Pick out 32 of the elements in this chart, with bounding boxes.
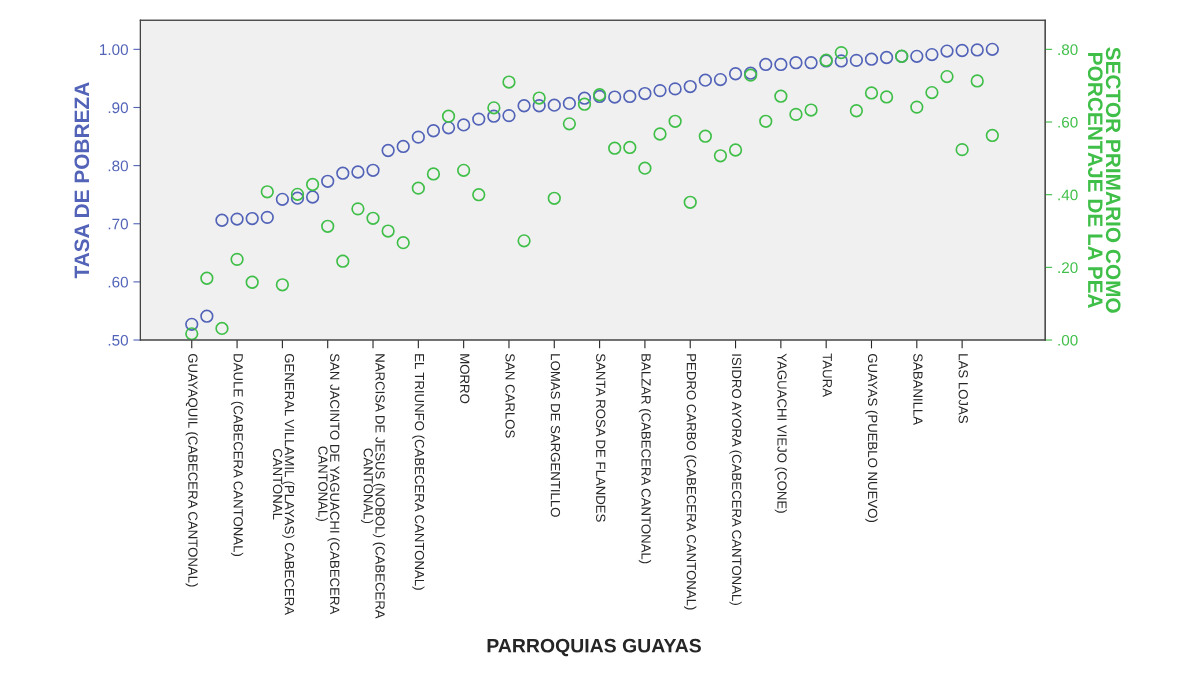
y2-tick-label: .00 [1058,334,1078,346]
y2-tick-label: .80 [1058,44,1078,56]
x-tick-label: SANTA ROSA DE FLANDES [596,353,606,522]
x-axis-title: PARROQUIAS GUAYAS [487,638,701,657]
y2-tick-label: .20 [1058,262,1078,274]
x-tick-label: PEDRO CARBO (CABECERA CANTONAL) [684,354,697,610]
x-tick-label: SAN JACINTO DE YAGUACHI (CABECERA CANTONAL) [315,353,340,615]
x-tick-label: SAN CARLOS [505,353,515,438]
y-tick-label: .70 [108,218,128,230]
x-tick-label: ISIDRO AYORA (CABECERA CANTONAL) [729,354,742,605]
x-tick-label: EL TRIUNFO (CABECERA CANTONAL) [412,354,425,590]
y2-tick-label: .60 [1058,116,1078,128]
x-tick-label: GUAYAS (PUEBLO NUEVO) [865,353,878,523]
y-tick-label: .90 [108,102,128,114]
x-tick-label: GUAYAQUIL (CABECERA CANTONAL) [185,353,198,587]
x-tick-label: MORRO [460,354,470,404]
y2-axis-title: SECTOR PRIMARIO COMO PORCENTAJE DE LA PEA [1087,47,1121,313]
x-tick-label: LOMAS DE SARGENTILLO [550,354,561,517]
y-tick-label: .80 [108,160,128,172]
x-tick-label: DAULE (CABECERA CANTONAL) [230,354,244,556]
y-tick-label: 1.00 [100,44,128,56]
x-tick-label: BALZAR (CABECERA CANTONAL) [638,354,652,564]
y-tick-label: .50 [108,334,128,346]
x-tick-label: NARCISA DE JESUS (NOBOL) (CABECERA CANTONAL) [360,354,386,619]
x-tick-label: YAGUACHI VIEJO (CONE) [774,353,788,513]
y-tick-label: .60 [108,276,128,288]
x-tick-label: GENERAL VILLAMIL (PLAYAS) CABECERA CANTONAL [272,353,295,615]
y2-tick-label: .40 [1058,189,1078,201]
x-tick-label: TAURA [822,353,832,397]
x-tick-label: SABANILLA [913,353,923,426]
x-tick-label: LAS LOJAS [958,354,968,424]
y-axis-title: TASA DE POBREZA [74,82,90,279]
